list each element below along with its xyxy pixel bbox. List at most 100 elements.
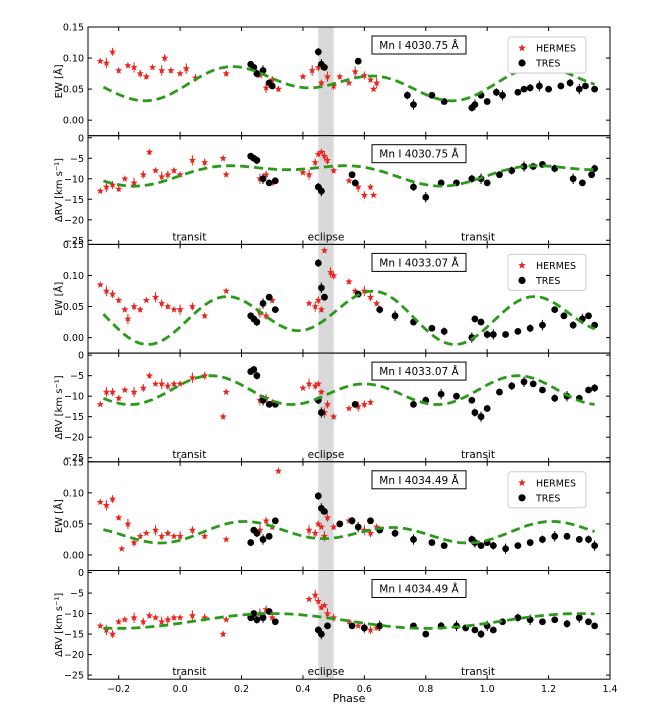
tres-point xyxy=(428,91,436,99)
tres-point xyxy=(437,390,445,398)
tres-point xyxy=(253,616,261,624)
hermes-point xyxy=(354,622,362,629)
tres-point xyxy=(477,413,485,421)
hermes-point xyxy=(142,72,150,80)
hermes-point xyxy=(330,82,338,90)
hermes-point xyxy=(191,74,200,81)
hermes-point xyxy=(323,400,332,408)
tres-point xyxy=(250,610,258,617)
plot-area xyxy=(96,467,599,554)
hermes-point xyxy=(345,177,353,184)
hermes-point xyxy=(176,69,184,77)
tres-point xyxy=(336,520,344,528)
fit-curve xyxy=(102,289,596,346)
tres-point xyxy=(514,88,522,96)
hermes-point xyxy=(96,187,104,195)
hermes-point xyxy=(115,618,123,625)
tres-point xyxy=(321,293,328,301)
hermes-point xyxy=(314,520,322,527)
tres-point xyxy=(591,542,599,550)
eclipse-label: eclipse xyxy=(308,449,345,461)
hermes-point xyxy=(305,380,313,387)
tres-point xyxy=(566,79,574,87)
tres-point xyxy=(499,91,506,99)
y-tick-label: 0.00 xyxy=(63,116,84,127)
tres-point xyxy=(489,331,497,338)
tres-point xyxy=(514,614,522,622)
tres-point xyxy=(575,614,583,622)
transit-label: transit xyxy=(172,449,206,461)
hermes-point xyxy=(170,305,178,313)
tres-point xyxy=(324,622,331,630)
tres-point xyxy=(551,165,559,172)
hermes-point xyxy=(373,624,381,631)
hermes-point xyxy=(262,170,270,178)
y-tick-label: 0.05 xyxy=(63,302,84,313)
tres-point xyxy=(440,542,448,550)
hermes-point xyxy=(299,384,307,391)
hermes-point xyxy=(115,513,123,521)
transit-label: transit xyxy=(172,666,206,678)
hermes-point xyxy=(222,69,230,77)
x-tick-label: 1.0 xyxy=(480,684,495,695)
y-tick-label: 0 xyxy=(78,351,84,362)
hermes-point xyxy=(158,532,166,540)
hermes-point xyxy=(317,523,325,531)
tres-point xyxy=(391,529,399,537)
hermes-point xyxy=(170,532,178,540)
hermes-point xyxy=(121,386,129,394)
hermes-point xyxy=(366,293,375,301)
legend-frame xyxy=(507,253,587,291)
hermes-point xyxy=(136,532,144,540)
hermes-point xyxy=(102,388,110,396)
y-axis-label: EW [Å] xyxy=(52,499,65,533)
y-tick-label: −10 xyxy=(64,609,84,620)
legend-hermes-label: HERMES xyxy=(536,261,576,272)
hermes-point xyxy=(188,611,196,619)
hermes-point xyxy=(182,64,190,72)
hermes-point xyxy=(109,630,117,638)
hermes-point xyxy=(201,158,209,166)
y-tick-label: −25 xyxy=(64,236,84,247)
hermes-point xyxy=(170,380,178,387)
eclipse-band xyxy=(318,27,334,136)
hermes-point xyxy=(145,371,153,379)
hermes-point xyxy=(201,532,209,540)
plot-area xyxy=(96,366,599,422)
hermes-point xyxy=(151,166,160,174)
plot-area xyxy=(96,589,599,640)
hermes-point xyxy=(311,591,319,599)
hermes-point xyxy=(360,71,368,79)
hermes-point xyxy=(145,611,153,619)
tres-point xyxy=(591,622,599,630)
hermes-point xyxy=(102,626,110,634)
x-tick-label: 0.4 xyxy=(295,684,310,695)
hermes-point xyxy=(222,535,230,543)
tres-point xyxy=(268,82,276,90)
tres-point xyxy=(259,300,267,307)
x-tick-label: 1.4 xyxy=(602,684,617,695)
y-tick-label: −25 xyxy=(64,671,84,682)
tres-point xyxy=(489,626,497,634)
tres-point xyxy=(569,175,577,183)
legend-tres-label: TRES xyxy=(535,276,560,287)
hermes-point xyxy=(311,529,319,537)
panel-6: −25 −20 −15 −10 −5 0 ΔRV [km s⁻¹] Mn I 4034.49 … xyxy=(54,568,611,682)
hermes-point xyxy=(158,66,166,74)
hermes-point xyxy=(139,170,147,178)
tres-point xyxy=(514,542,522,550)
hermes-point xyxy=(170,166,178,174)
tres-point xyxy=(317,630,325,638)
tres-point xyxy=(514,327,522,335)
tres-point xyxy=(367,517,374,525)
hermes-point xyxy=(151,293,160,301)
y-tick-label: −5 xyxy=(70,589,84,600)
hermes-point xyxy=(317,148,325,156)
hermes-point xyxy=(354,183,362,190)
tres-point xyxy=(440,327,448,335)
tres-point xyxy=(428,324,436,332)
hermes-point xyxy=(311,302,319,310)
legend-hermes-marker xyxy=(518,478,526,486)
hermes-point xyxy=(219,154,227,162)
hermes-point xyxy=(222,615,230,623)
